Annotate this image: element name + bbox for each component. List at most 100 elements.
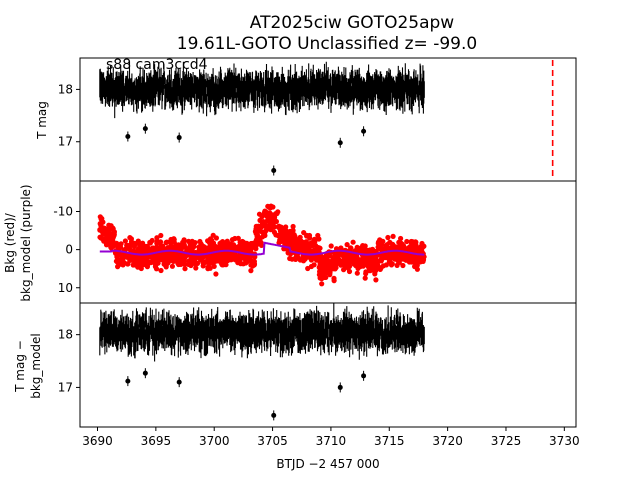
bkg-point	[213, 271, 219, 277]
bkg-point	[108, 245, 114, 251]
x-tick-label: 3700	[199, 434, 230, 448]
bkg-point	[254, 225, 260, 232]
bkg-point	[298, 242, 304, 248]
bkg-point	[322, 267, 329, 273]
bkg-point	[372, 255, 379, 261]
y-tick-label: 0	[65, 243, 73, 257]
bkg-point	[182, 266, 188, 272]
bkg-point	[342, 261, 348, 267]
bkg-point	[211, 242, 217, 248]
x-tick-label: 3720	[432, 434, 463, 448]
bkg-point	[319, 281, 325, 287]
bkg-point	[328, 243, 334, 249]
bkg-point	[327, 265, 333, 271]
bkg-point	[344, 242, 350, 248]
bkg-point	[152, 263, 158, 270]
bkg-point	[404, 238, 410, 245]
bkg-point	[413, 261, 419, 267]
x-tick-label: 3710	[316, 434, 347, 448]
bkg-point	[157, 253, 163, 259]
x-tick-label: 3725	[491, 434, 522, 448]
bkg-point	[407, 245, 414, 251]
bkg-point	[223, 254, 229, 260]
bkg-point	[193, 265, 199, 271]
bkg-point	[317, 269, 323, 275]
bkg-point	[124, 245, 130, 251]
y-tick-label: 18	[58, 82, 73, 96]
bkg-point	[397, 241, 404, 248]
bkg-point	[139, 244, 145, 250]
bkg-point	[390, 241, 396, 247]
outlier-point	[142, 126, 148, 132]
bkg-point	[113, 258, 119, 264]
bkg-point	[312, 239, 318, 245]
bkg-point	[322, 261, 328, 267]
bkg-point	[319, 275, 326, 281]
bkg-point	[165, 251, 171, 257]
bkg-point	[363, 269, 369, 275]
bkg-point	[273, 232, 279, 238]
bottom-panel-corrected-magnitude: 17 18 3690 3695 3700 3705 3710 3715 3720 3725 3730	[58, 302, 580, 448]
x-axis-label: BTJD −2 457 000	[276, 457, 379, 471]
x-tick-label: 3730	[549, 434, 580, 448]
outlier-point	[142, 370, 148, 376]
bkg-point	[294, 236, 300, 243]
bkg-point	[271, 224, 277, 230]
bkg-point	[209, 259, 215, 265]
bkg-point	[161, 257, 167, 263]
bkg-point	[290, 223, 296, 230]
bkg-point	[333, 261, 339, 267]
bkg-point	[142, 259, 148, 265]
y-tick-label: 17	[58, 135, 73, 149]
bkg-point	[357, 247, 363, 253]
bkg-point	[179, 245, 185, 251]
bkg-point	[232, 235, 238, 242]
bkg-point	[181, 237, 187, 243]
bkg-point	[371, 268, 377, 274]
bkg-point	[261, 209, 268, 216]
bkg-point	[385, 234, 391, 241]
bkg-point	[313, 243, 319, 249]
bkg-point	[315, 255, 321, 262]
bkg-point	[194, 260, 201, 266]
bkg-point	[377, 237, 383, 243]
bkg-point	[105, 226, 111, 232]
bkg-point	[251, 258, 257, 265]
bkg-point	[367, 247, 373, 253]
bkg-point	[292, 244, 298, 250]
bkg-point	[287, 228, 293, 234]
bkg-point	[300, 258, 307, 264]
bkg-point	[408, 240, 414, 246]
magnitude-series	[99, 61, 425, 176]
bkg-point	[169, 253, 175, 259]
middle-panel-background: 10 0 -10	[53, 180, 577, 304]
bkg-point	[186, 258, 192, 264]
bkg-point	[238, 261, 244, 267]
bkg-point	[350, 239, 356, 245]
bkg-point	[130, 248, 136, 254]
panel-frame	[79, 302, 577, 428]
bkg-point	[308, 263, 314, 270]
bkg-point	[359, 256, 365, 263]
bkg-point	[278, 227, 284, 233]
bkg-point	[97, 227, 103, 233]
middle-panel-ylabel-line2: bkg_model (purple)	[19, 184, 33, 301]
bkg-point	[406, 259, 412, 265]
y-tick-label: 17	[58, 380, 73, 394]
bkg-point	[207, 239, 213, 246]
bkg-point	[354, 270, 360, 276]
bkg-point	[352, 258, 359, 264]
outlier-point	[361, 128, 367, 134]
bkg-point	[259, 224, 265, 230]
bkg-point	[201, 259, 208, 265]
bkg-point	[159, 245, 165, 251]
bkg-point	[130, 262, 136, 268]
bkg-point	[120, 262, 126, 268]
bkg-point	[269, 212, 275, 218]
bkg-point	[420, 258, 426, 264]
bkg-point	[220, 242, 226, 248]
bkg-point	[192, 240, 198, 246]
bkg-point	[393, 254, 399, 260]
outlier-point	[271, 168, 277, 174]
